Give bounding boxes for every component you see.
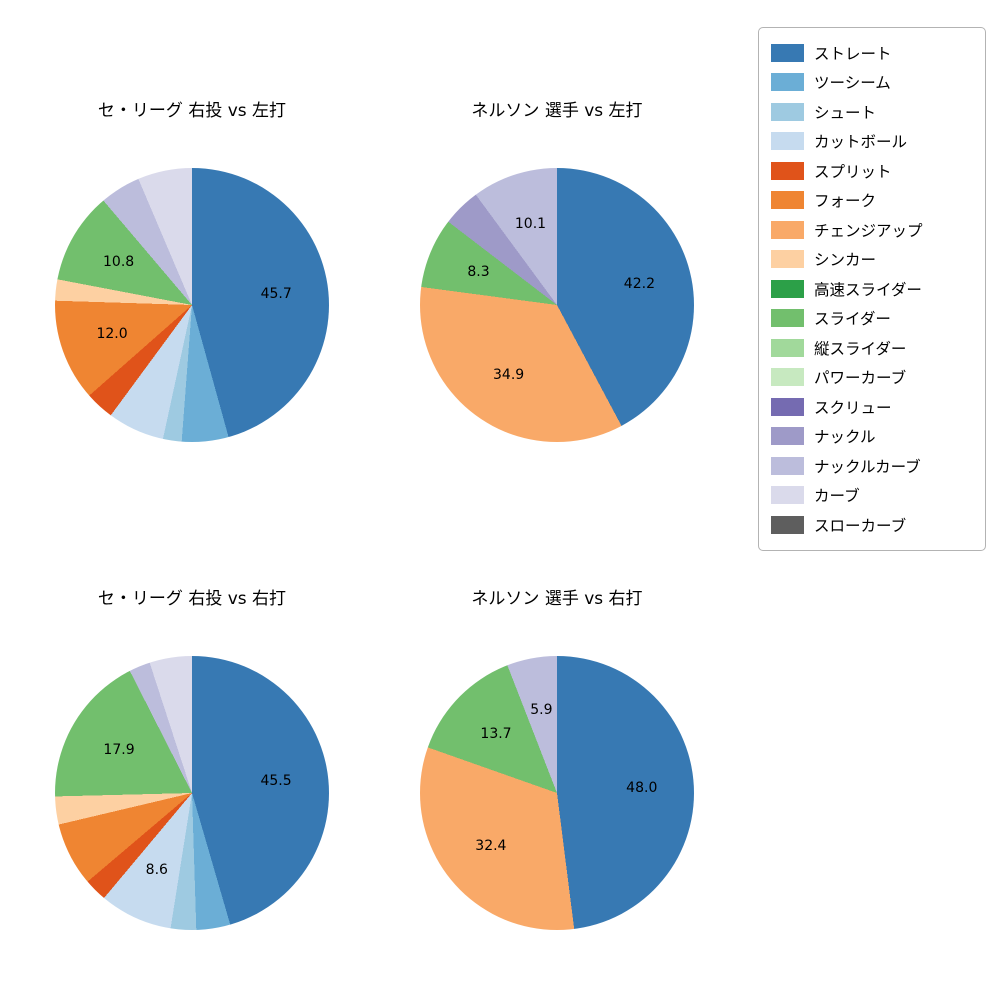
slice-value-label: 45.7: [260, 285, 292, 302]
legend-label: スクリュー: [814, 398, 892, 417]
legend-swatch: [771, 456, 804, 475]
slice-value-label: 5.9: [530, 701, 553, 718]
pie-graphic: 45.7 12.0 10.8: [55, 168, 329, 442]
legend-item: パワーカーブ: [771, 363, 973, 393]
legend-item: カットボール: [771, 127, 973, 157]
chart-title: ネルソン 選手 vs 左打: [471, 101, 643, 121]
legend-swatch: [771, 486, 804, 505]
legend-item: ツーシーム: [771, 68, 973, 98]
legend-label: ストレート: [814, 44, 892, 63]
slice-value-label: 8.6: [145, 862, 168, 879]
legend-swatch: [771, 397, 804, 416]
legend-item: スローカーブ: [771, 510, 973, 540]
legend-swatch: [771, 250, 804, 269]
pie-graphic: 48.0 32.4 13.7 5.9: [420, 656, 694, 930]
legend-swatch: [771, 43, 804, 62]
legend-item: 高速スライダー: [771, 274, 973, 304]
pie-chart-bottom-left: セ・リーグ 右投 vs 右打 45.5 8.6 17.9: [22, 588, 362, 930]
slice-value-label: 32.4: [475, 838, 507, 855]
slice-value-label: 10.1: [514, 216, 547, 233]
slice-value-label: 12.0: [96, 325, 128, 342]
legend-label: カットボール: [814, 133, 908, 152]
legend-swatch: [771, 338, 804, 357]
legend-swatch: [771, 220, 804, 239]
pie-chart-top-right: ネルソン 選手 vs 左打 42.2 34.9 8.3 10.1: [387, 100, 727, 442]
legend-label: スライダー: [814, 310, 891, 329]
chart-title: ネルソン 選手 vs 右打: [471, 589, 643, 609]
legend-swatch: [771, 102, 804, 121]
legend-item: ナックルカーブ: [771, 451, 973, 481]
slice-value-label: 10.8: [103, 254, 135, 271]
legend-label: ナックルカーブ: [814, 457, 921, 476]
legend-item: ナックル: [771, 422, 973, 452]
legend-swatch: [771, 132, 804, 151]
legend-label: スローカーブ: [814, 516, 907, 535]
legend-label: 高速スライダー: [814, 280, 922, 299]
legend-item: シンカー: [771, 245, 973, 275]
legend-items: ストレートツーシームシュートカットボール スプリットフォークチェンジアップ シンカー…: [771, 38, 973, 540]
legend-label: パワーカーブ: [814, 369, 907, 388]
legend-item: ストレート: [771, 38, 973, 68]
legend-item: スライダー: [771, 304, 973, 334]
legend-item: カーブ: [771, 481, 973, 511]
legend-swatch: [771, 427, 804, 446]
legend-item: スクリュー: [771, 392, 973, 422]
legend-label: シンカー: [814, 251, 877, 270]
chart-title: セ・リーグ 右投 vs 右打: [97, 589, 287, 609]
pie-chart-top-left: セ・リーグ 右投 vs 左打 45.7 12.0 10.8: [22, 100, 362, 442]
legend-label: 縦スライダー: [814, 339, 907, 358]
slice-value-label: 34.9: [493, 366, 525, 383]
legend-label: ツーシーム: [814, 74, 891, 93]
legend-label: ナックル: [814, 428, 876, 447]
legend-item: スプリット: [771, 156, 973, 186]
pie-chart-bottom-right: ネルソン 選手 vs 右打 48.0 32.4 13.7 5.9: [387, 588, 727, 930]
slice-value-label: 45.5: [260, 773, 292, 790]
legend-label: フォーク: [814, 192, 877, 211]
legend-item: 縦スライダー: [771, 333, 973, 363]
legend-label: シュート: [814, 103, 877, 122]
slice-value-label: 13.7: [480, 725, 512, 742]
legend-swatch: [771, 368, 804, 387]
legend-swatch: [771, 191, 804, 210]
legend-label: カーブ: [814, 487, 860, 506]
slice-value-label: 8.3: [467, 264, 490, 281]
slice-value-label: 42.2: [623, 276, 655, 293]
slice-value-label: 48.0: [626, 779, 658, 796]
legend-swatch: [771, 309, 804, 328]
legend-item: チェンジアップ: [771, 215, 973, 245]
chart-title: セ・リーグ 右投 vs 左打: [97, 101, 287, 121]
pie-graphic: 42.2 34.9 8.3 10.1: [420, 168, 694, 442]
slice-value-label: 17.9: [103, 741, 135, 758]
legend-label: スプリット: [814, 162, 892, 181]
legend-swatch: [771, 279, 804, 298]
legend-swatch: [771, 161, 804, 180]
legend-item: フォーク: [771, 186, 973, 216]
legend-label: チェンジアップ: [814, 221, 923, 240]
legend-swatch: [771, 515, 804, 534]
pie-graphic: 45.5 8.6 17.9: [55, 656, 329, 930]
legend: ストレートツーシームシュートカットボール スプリットフォークチェンジアップ シンカー…: [758, 27, 986, 551]
legend-swatch: [771, 73, 804, 92]
legend-item: シュート: [771, 97, 973, 127]
